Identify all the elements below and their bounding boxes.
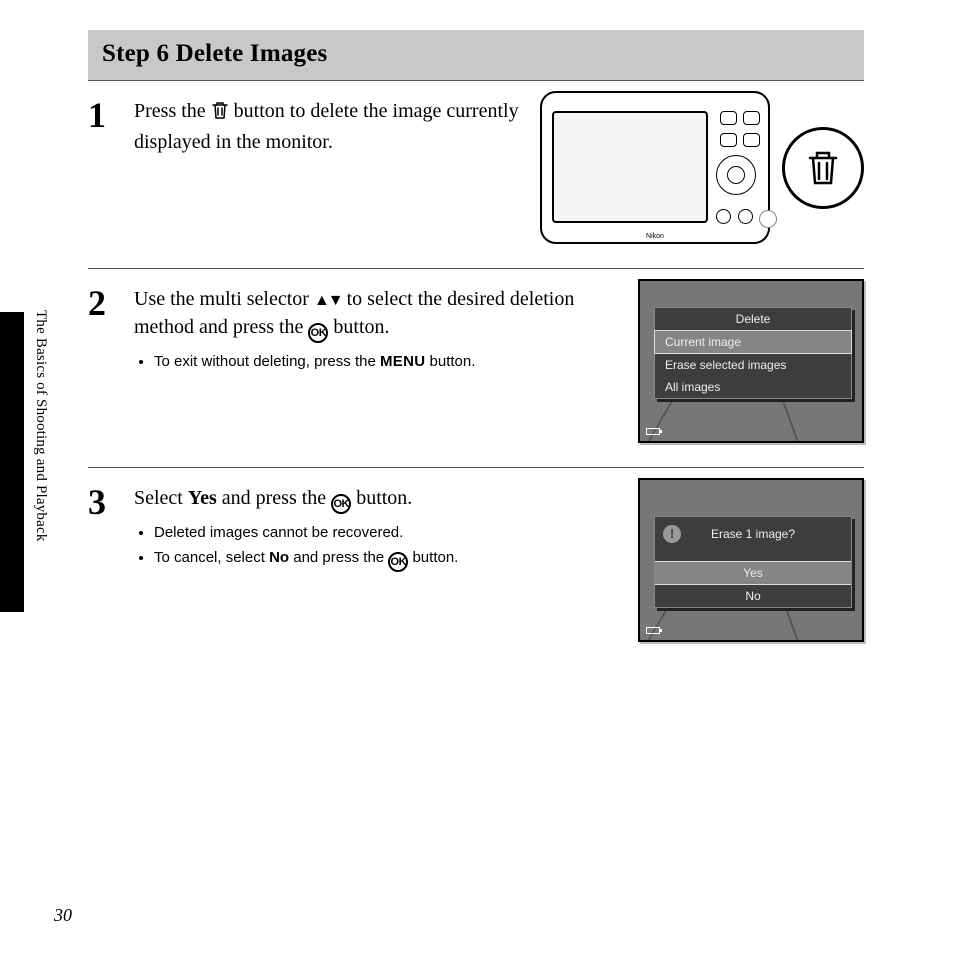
battery-icon [646,428,660,435]
delete-menu-screen: Delete Current imageErase selected image… [638,279,864,443]
step-1: 1 Press the button to delete the image c… [88,80,864,268]
step-number: 3 [88,478,134,520]
multi-selector-icon [716,155,756,195]
menu-button-label: MENU [380,353,425,370]
menu-item: Erase selected images [655,354,851,376]
step-1-text: Press the button to delete the image cur… [134,91,540,156]
step-2-text: Use the multi selector ▲▼ to select the … [134,279,638,376]
step-2: 2 Use the multi selector ▲▼ to select th… [88,268,864,467]
step-3-bullet-1: Deleted images cannot be recovered. [154,522,626,545]
section-label: The Basics of Shooting and Playback [32,310,49,542]
confirm-dialog-screen: ! Erase 1 image? YesNo [638,478,864,642]
page-number: 30 [54,905,72,926]
confirm-option: Yes [655,561,851,585]
warning-icon: ! [663,525,681,543]
camera-screen [552,111,708,223]
step-heading: Step 6 Delete Images [88,30,864,80]
step-3-bullet-2: To cancel, select No and press the OK bu… [154,547,626,572]
side-tab [0,312,24,612]
menu-item: Current image [654,330,852,354]
step-3: 3 Select Yes and press the OK button. De… [88,467,864,666]
battery-icon [646,627,660,634]
ok-button-icon: OK [308,323,328,343]
confirm-option: No [655,585,851,607]
ok-button-icon: OK [331,494,351,514]
step-number: 2 [88,279,134,321]
step-number: 1 [88,91,134,133]
step-3-text: Select Yes and press the OK button. Dele… [134,478,638,574]
camera-illustration: Nikon [540,91,864,244]
menu-item: All images [655,376,851,398]
trash-icon [211,100,229,128]
camera-brand: Nikon [542,233,768,240]
trash-button-callout [782,127,864,209]
menu-title: Delete [655,308,851,330]
up-down-arrows-icon: ▲▼ [314,292,342,309]
confirm-title: Erase 1 image? [711,527,795,541]
step-2-bullet: To exit without deleting, press the MENU… [154,351,626,374]
ok-button-icon: OK [388,552,408,572]
